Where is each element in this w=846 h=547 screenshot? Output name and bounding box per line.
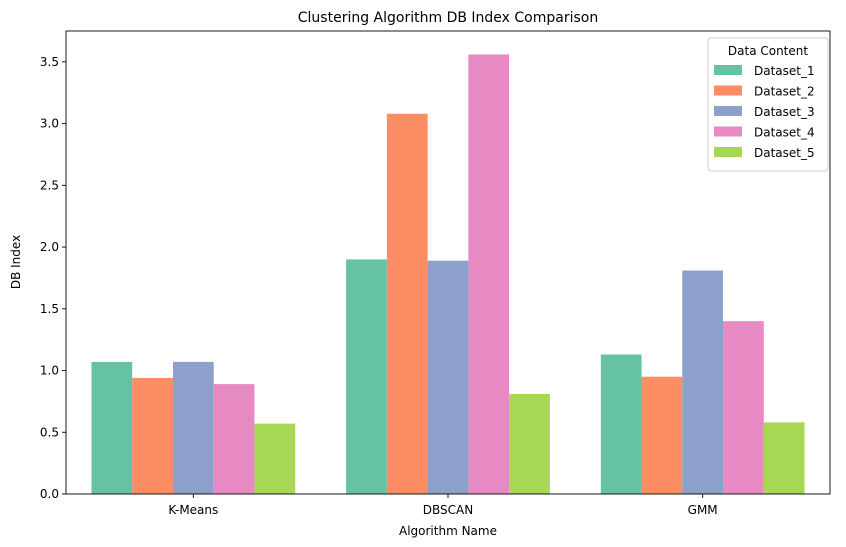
legend-title: Data Content [728,44,808,58]
x-tick-label: GMM [688,503,718,517]
legend-swatch [714,106,742,116]
x-tick-label: DBSCAN [423,503,473,517]
legend-swatch [714,126,742,137]
bar-gmm-dataset_4 [723,321,764,494]
legend-label: Dataset_1 [754,64,815,78]
legend-swatch [714,65,742,75]
y-tick-label: 3.5 [40,55,59,69]
legend: Data Content Dataset_1 Dataset_2 Dataset_3… [707,37,829,172]
bar-gmm-dataset_1 [600,354,642,494]
x-axis-label: Algorithm Name [399,524,497,538]
y-tick-label: 3.0 [40,117,59,131]
bars-group [91,54,805,495]
bar-gmm-dataset_2 [641,376,683,494]
y-tick-label: 0.5 [40,425,59,439]
legend-label: Dataset_2 [754,85,815,99]
bar-dbscan-dataset_5 [509,393,550,494]
x-tick-label: K-Means [168,503,218,517]
bar-dbscan-dataset_4 [468,54,510,494]
legend-label: Dataset_5 [754,146,815,160]
bar-k-means-dataset_4 [213,384,255,494]
y-tick-label: 2.5 [40,178,59,192]
bar-k-means-dataset_2 [132,377,173,494]
legend-items: Dataset_1 Dataset_2 Dataset_3 Dataset_4 Data… [714,64,815,160]
bar-dbscan-dataset_2 [386,113,428,495]
chart-title: Clustering Algorithm DB Index Comparison [298,10,598,26]
y-tick-label: 1.5 [40,302,59,316]
x-axis-ticks: K-Means DBSCAN GMM [168,494,718,517]
y-tick-label: 2.0 [40,240,59,254]
legend-swatch [714,147,742,157]
bar-gmm-dataset_3 [682,270,724,494]
bar-k-means-dataset_5 [254,423,296,494]
legend-swatch [714,85,742,96]
bar-k-means-dataset_1 [91,361,133,494]
legend-label: Dataset_3 [754,105,815,119]
y-axis-label: DB Index [9,235,23,289]
y-axis-ticks: 0.0 0.5 1.0 1.5 2.0 2.5 3.0 3.5 [40,55,66,501]
bar-gmm-dataset_5 [763,422,805,494]
legend-label: Dataset_4 [754,126,815,140]
bar-k-means-dataset_3 [172,361,214,494]
bar-dbscan-dataset_3 [427,260,469,494]
bar-dbscan-dataset_1 [346,259,387,494]
y-tick-label: 1.0 [40,364,59,378]
y-tick-label: 0.0 [40,487,59,501]
